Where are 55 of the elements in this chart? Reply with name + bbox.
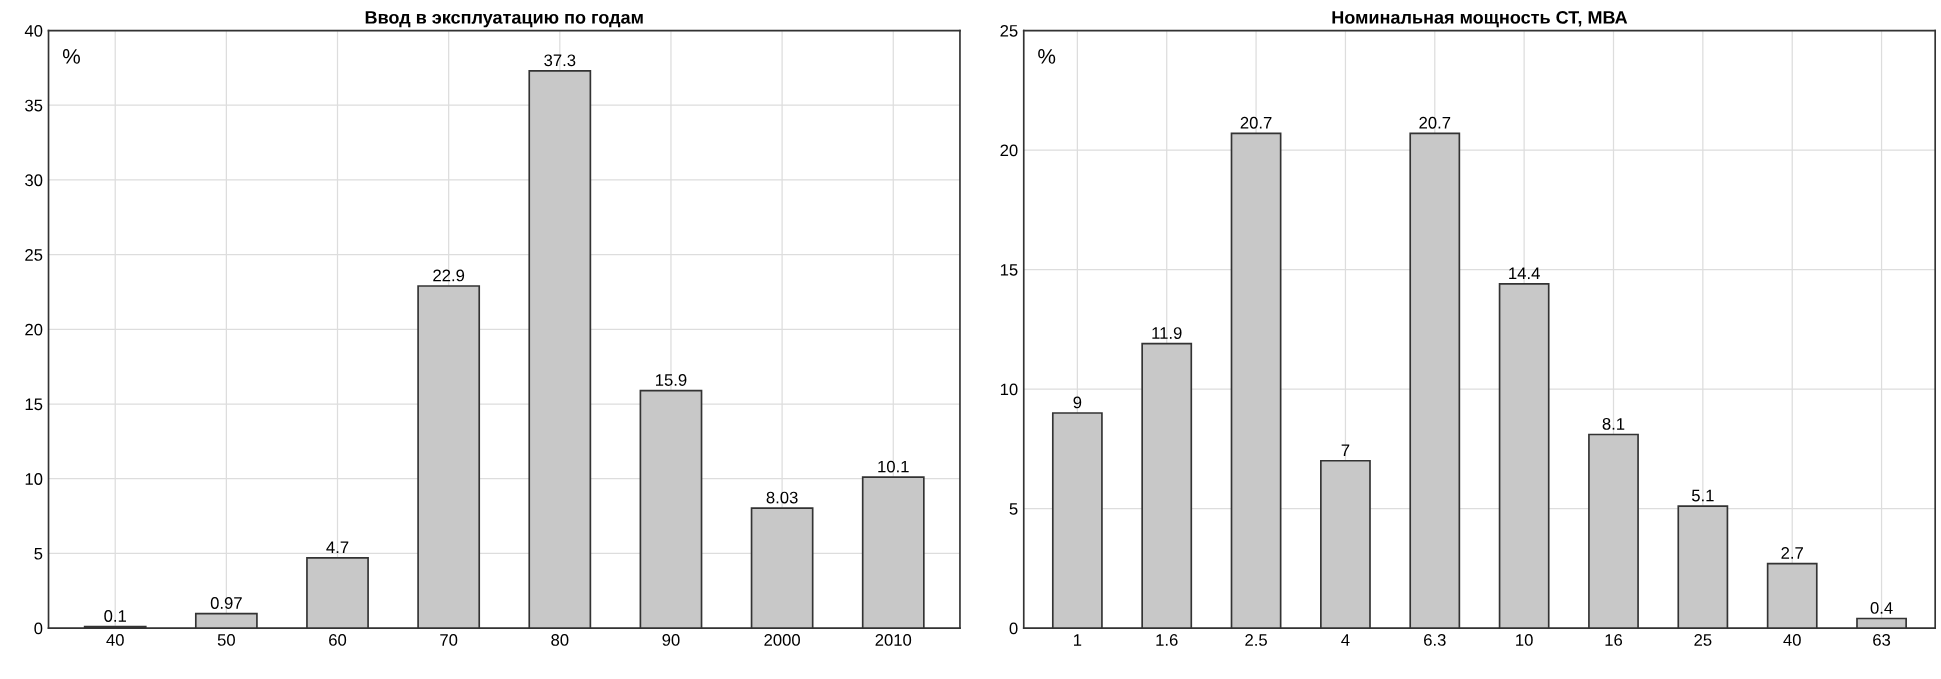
y-axis-title: % [1038, 49, 1056, 64]
x-tick-label: 40 [106, 634, 124, 646]
chart-title: Ввод в эксплуатацию по годам [365, 11, 643, 28]
data-label: 7 [1341, 444, 1350, 456]
x-tick-label: 40 [1783, 634, 1801, 646]
data-label: 20.7 [1419, 116, 1451, 129]
y-tick-label: 5 [34, 547, 43, 560]
y-tick-label: 5 [1009, 503, 1018, 515]
x-tick-label: 2010 [875, 634, 912, 646]
y-tick-label: 25 [25, 249, 43, 261]
data-label: 0.4 [1870, 602, 1893, 614]
data-label: 8.03 [766, 491, 798, 504]
x-tick-label: 2000 [764, 634, 800, 646]
data-label: 0.1 [104, 610, 126, 622]
y-tick-label: 0 [34, 622, 43, 635]
x-tick-label: 16 [1605, 634, 1623, 646]
x-tick-label: 60 [329, 634, 347, 646]
x-tick-label: 50 [217, 634, 235, 646]
data-label: 0.97 [210, 597, 242, 609]
data-label: 5.1 [1691, 489, 1714, 502]
x-tick-label: 4 [1341, 634, 1350, 646]
x-tick-label: 6.3 [1424, 634, 1446, 646]
x-tick-label: 63 [1873, 634, 1891, 646]
data-label: 37.3 [544, 54, 576, 67]
data-label: 20.7 [1240, 116, 1272, 129]
y-tick-label: 10 [1000, 383, 1018, 396]
y-tick-label: 15 [1000, 264, 1018, 276]
x-tick-label: 25 [1694, 634, 1712, 646]
y-tick-label: 25 [1000, 24, 1018, 37]
y-tick-label: 35 [25, 99, 43, 112]
y-tick-label: 20 [1000, 144, 1018, 157]
y-tick-label: 10 [25, 473, 43, 485]
x-tick-label: 10 [1516, 634, 1533, 646]
data-label: 22.9 [433, 269, 465, 282]
x-tick-label: 2.5 [1245, 634, 1267, 646]
x-tick-label: 1 [1074, 634, 1082, 646]
data-label: 4.7 [326, 541, 349, 554]
data-label: 8.1 [1602, 417, 1625, 430]
y-axis-title: % [62, 49, 80, 64]
x-tick-label: 70 [440, 634, 458, 646]
x-tick-label: 90 [662, 634, 680, 646]
x-tick-label: 1.6 [1156, 634, 1178, 646]
data-label: 14.4 [1509, 267, 1540, 280]
y-tick-label: 30 [25, 174, 43, 187]
y-tick-label: 20 [25, 323, 43, 336]
data-label: 2.7 [1781, 547, 1803, 559]
data-label: 10.1 [878, 460, 909, 473]
x-tick-label: 80 [551, 634, 569, 646]
y-tick-label: 40 [24, 24, 43, 37]
y-tick-label: 0 [1009, 622, 1018, 635]
data-label: 9 [1073, 396, 1082, 409]
data-label: 15.9 [656, 374, 687, 386]
y-tick-label: 15 [25, 398, 43, 411]
data-label: 11.9 [1152, 327, 1182, 339]
chart-title: Номинальная мощность СТ, МВА [1332, 11, 1628, 28]
